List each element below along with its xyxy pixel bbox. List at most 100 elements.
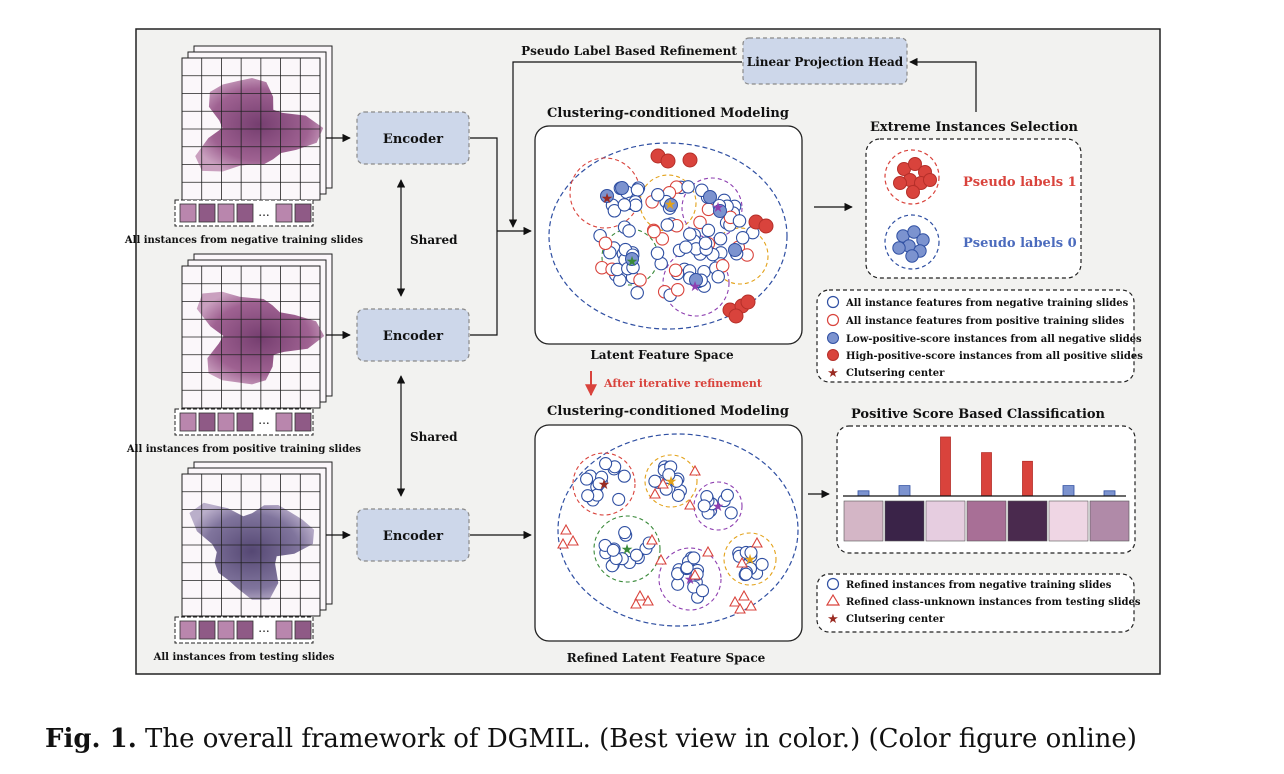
cluster-center-star-icon: ★ — [712, 499, 725, 515]
tissue-region-1 — [195, 78, 324, 172]
unknown-instance — [649, 487, 661, 499]
negative-instance — [617, 198, 632, 212]
unknown-instance — [736, 556, 748, 568]
patch-thumb — [275, 203, 293, 223]
after-iterative-label: After iterative refinement — [603, 377, 763, 390]
score-bar — [898, 485, 911, 497]
pseudo1-label: Pseudo labels 1 — [963, 175, 1077, 190]
patch-thumb — [294, 203, 312, 223]
legend-top-item-5: Clutsering center — [846, 368, 945, 379]
legend-bottom-item-1: Refined instances from negative training… — [846, 580, 1112, 591]
slides-negative-label: All instances from negative training sli… — [124, 235, 364, 246]
negative-instance — [622, 224, 636, 238]
unknown-instance — [560, 523, 572, 535]
pseudo-positive-instance — [893, 176, 907, 190]
refined-negative-instance — [739, 567, 753, 581]
unknown-instance — [689, 568, 701, 580]
slide-stack-1 — [181, 45, 333, 201]
latent-bottom-footer: Refined Latent Feature Space — [567, 651, 766, 665]
patch-thumb — [236, 620, 254, 640]
patch-thumb — [198, 412, 216, 432]
score-bar — [857, 490, 870, 497]
pseudo-negative-instance — [907, 225, 921, 239]
legend-bottom — [816, 573, 1135, 633]
connector-encoder1 — [470, 137, 498, 231]
cluster-center-star-icon: ★ — [744, 552, 757, 568]
patch-thumb — [217, 620, 235, 640]
unknown-instance — [745, 599, 757, 611]
unknown-instance — [684, 498, 696, 510]
negative-instance — [681, 180, 695, 194]
latent-bottom-box — [534, 424, 803, 642]
low-score-instance — [664, 198, 678, 212]
low-score-instance — [713, 204, 727, 218]
patch-thumbnail — [843, 500, 884, 542]
score-bar — [940, 436, 951, 497]
pseudo1-cluster-ring — [884, 149, 940, 205]
negative-instance — [698, 236, 713, 250]
patch-thumb — [217, 412, 235, 432]
slide-stack-2 — [181, 253, 333, 409]
pseudo-positive-instance — [908, 157, 922, 171]
unknown-instance — [634, 589, 646, 601]
latent-top-title: Clustering-conditioned Modeling — [547, 106, 789, 121]
legend-refined-unknown-icon — [825, 593, 841, 606]
cluster-center-star-icon: ★ — [598, 477, 611, 493]
negative-instance — [732, 214, 747, 228]
score-bar — [1022, 460, 1033, 497]
unknown-instance — [655, 553, 667, 565]
refined-cluster-ring — [644, 454, 698, 508]
score-bar — [1103, 490, 1116, 497]
refined-cluster-ring — [658, 547, 722, 611]
legend-center-star-icon: ★ — [827, 366, 839, 381]
patch-thumbnail — [925, 500, 966, 542]
cluster-center-star-icon: ★ — [601, 191, 614, 207]
caption-label: Fig. 1. — [45, 724, 137, 754]
negative-instance — [679, 240, 693, 254]
patch-thumb — [275, 620, 293, 640]
cluster-center-star-icon: ★ — [664, 197, 677, 213]
refined-negative-instance — [724, 506, 738, 520]
refined-negative-instance — [671, 488, 685, 502]
cluster-center-star-icon: ★ — [665, 474, 678, 490]
score-bar — [1062, 485, 1075, 497]
negative-instance — [628, 198, 643, 213]
refined-cluster-ring — [693, 481, 743, 531]
latent-bottom-outer-ellipse — [557, 433, 799, 627]
cluster-center-star-icon: ★ — [621, 542, 634, 558]
unknown-instance — [642, 594, 654, 606]
high-score-instance — [660, 153, 676, 169]
caption-text: The overall framework of DGMIL. (Best vi… — [136, 724, 1137, 754]
unknown-instance — [557, 537, 569, 549]
encoder-3-label: Encoder — [383, 529, 443, 544]
legend-bottom-star-icon: ★ — [827, 612, 839, 627]
refined-negative-instance — [599, 457, 613, 471]
negative-instance — [630, 286, 644, 300]
patch-thumb — [236, 412, 254, 432]
pseudo0-label: Pseudo labels 0 — [963, 236, 1077, 251]
latent-top-footer: Latent Feature Space — [590, 348, 734, 362]
negative-instance — [735, 231, 750, 245]
encoder-3: Encoder — [356, 508, 470, 562]
negative-instance — [660, 218, 675, 232]
legend-top-item-4: High-positive-score instances from all p… — [846, 351, 1143, 362]
legend-negative-icon — [826, 295, 840, 309]
legend-high-score-icon — [827, 349, 839, 361]
negative-instance — [713, 232, 728, 246]
negative-instance — [651, 188, 665, 202]
positive-instance — [668, 263, 683, 278]
shared-label-1: Shared — [410, 233, 458, 247]
refined-cluster-ring — [593, 515, 661, 583]
positive-instance — [693, 215, 707, 230]
patch-thumb — [198, 620, 216, 640]
unknown-instance — [729, 595, 741, 607]
negative-instance — [701, 223, 716, 238]
unknown-instance — [734, 602, 746, 614]
patch-thumbnail — [884, 500, 925, 542]
projection-head-label: Linear Projection Head — [747, 55, 904, 69]
refined-negative-instance — [581, 489, 595, 503]
patch-thumb — [236, 203, 254, 223]
negative-instance — [683, 227, 697, 241]
refined-negative-instance — [606, 543, 620, 557]
